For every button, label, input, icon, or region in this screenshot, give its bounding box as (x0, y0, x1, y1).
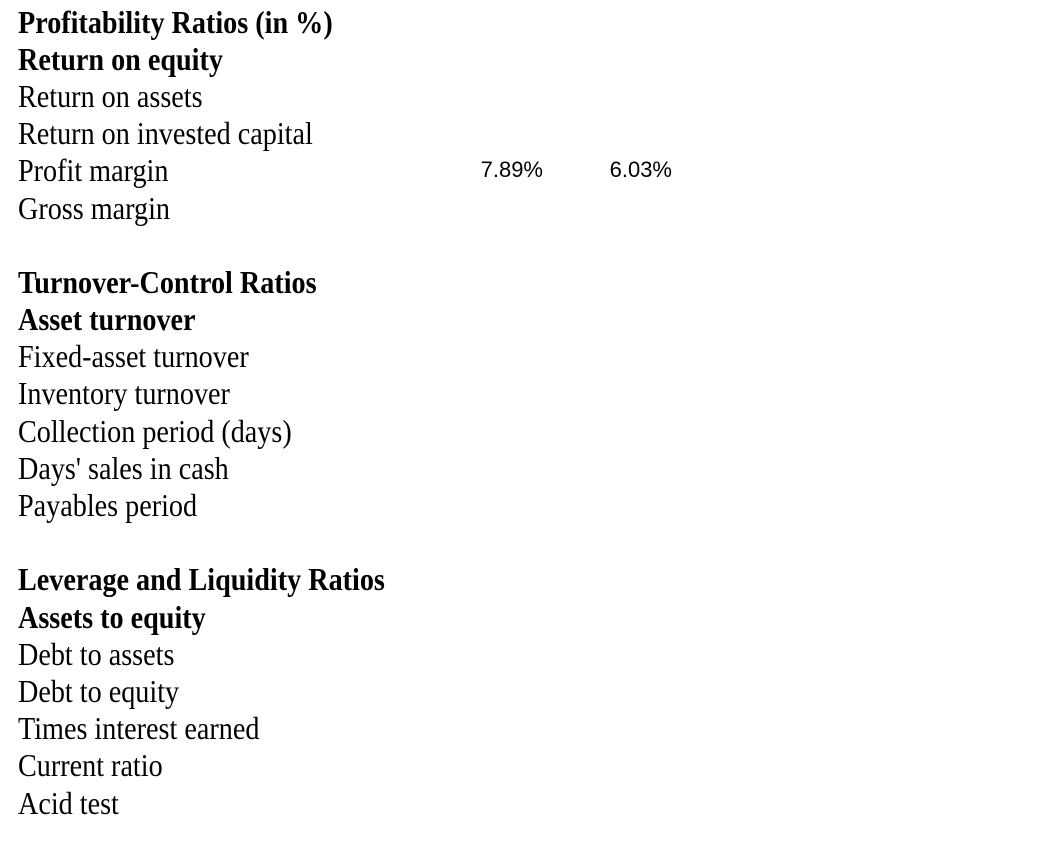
ratio-label: Return on equity (18, 40, 223, 77)
ratio-rows: Profitability Ratios (in %) Return on eq… (0, 3, 1052, 821)
ratio-label: Current ratio (18, 747, 163, 784)
ratio-label: Collection period (days) (18, 412, 292, 449)
ratio-value-col2: 6.03% (609, 157, 672, 183)
ratio-row: Days' sales in cash (0, 449, 1052, 486)
ratio-row: Collection period (days) (0, 412, 1052, 449)
ratio-label: Debt to assets (18, 635, 175, 672)
ratio-label: Days' sales in cash (18, 449, 229, 486)
financial-ratios-sheet: Profitability Ratios (in %) Return on eq… (0, 3, 1052, 821)
ratio-row: Payables period (0, 486, 1052, 523)
ratio-row: Debt to equity (0, 672, 1052, 709)
ratio-row: Inventory turnover (0, 375, 1052, 412)
ratio-label: Gross margin (18, 189, 171, 226)
ratio-row: Assets to equity (0, 598, 1052, 635)
ratio-value-col1: 7.89% (480, 157, 543, 183)
ratio-label: Turnover-Control Ratios (18, 263, 317, 300)
ratio-label: Profit margin (18, 152, 169, 189)
ratio-row: Return on assets (0, 77, 1052, 114)
ratio-row: Times interest earned (0, 710, 1052, 747)
ratio-label: Inventory turnover (18, 375, 230, 412)
ratio-row: Return on invested capital (0, 115, 1052, 152)
ratio-label: Leverage and Liquidity Ratios (18, 561, 385, 598)
ratio-label: Return on invested capital (18, 115, 313, 152)
ratio-label: Debt to equity (18, 672, 180, 709)
ratio-row: Debt to assets (0, 635, 1052, 672)
ratio-label: Fixed-asset turnover (18, 338, 249, 375)
ratio-row: Acid test (0, 784, 1052, 821)
ratio-row: Leverage and Liquidity Ratios (0, 561, 1052, 598)
ratio-row: Gross margin (0, 189, 1052, 226)
ratio-row: Current ratio (0, 747, 1052, 784)
ratio-row: Fixed-asset turnover (0, 338, 1052, 375)
ratio-row: Profit margin 7.89% 6.03% (0, 152, 1052, 189)
ratio-label: Acid test (18, 784, 119, 821)
ratio-label: Asset turnover (18, 301, 196, 338)
ratio-label: Return on assets (18, 77, 203, 114)
ratio-label: Times interest earned (18, 710, 260, 747)
ratio-row: Profitability Ratios (in %) (0, 3, 1052, 40)
ratio-row: Turnover-Control Ratios (0, 263, 1052, 300)
ratio-row: Return on equity (0, 40, 1052, 77)
ratio-label: Profitability Ratios (in %) (18, 3, 333, 40)
ratio-row: Asset turnover (0, 301, 1052, 338)
ratio-label: Assets to equity (18, 598, 206, 635)
ratio-row (0, 524, 1052, 561)
ratio-label: Payables period (18, 487, 198, 524)
ratio-row (0, 226, 1052, 263)
